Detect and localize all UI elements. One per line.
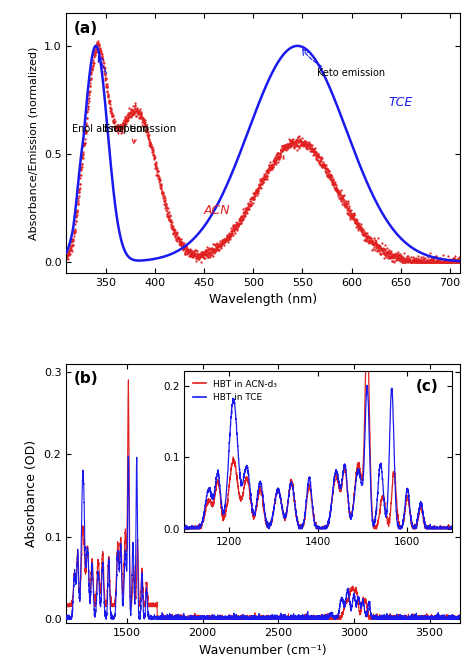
Text: ACN: ACN [204,204,231,218]
Text: Enol emission: Enol emission [104,125,176,143]
X-axis label: Wavenumber (cm⁻¹): Wavenumber (cm⁻¹) [199,643,327,657]
Text: (b): (b) [74,371,99,387]
Y-axis label: Absorbance/Emission (normalized): Absorbance/Emission (normalized) [28,46,38,240]
Text: (a): (a) [74,21,98,36]
Text: Enol absorption: Enol absorption [72,125,149,134]
Text: TCE: TCE [389,96,413,109]
Text: Keto emission: Keto emission [317,68,385,78]
Y-axis label: Absorbance (OD): Absorbance (OD) [25,440,38,547]
X-axis label: Wavelength (nm): Wavelength (nm) [209,293,317,306]
